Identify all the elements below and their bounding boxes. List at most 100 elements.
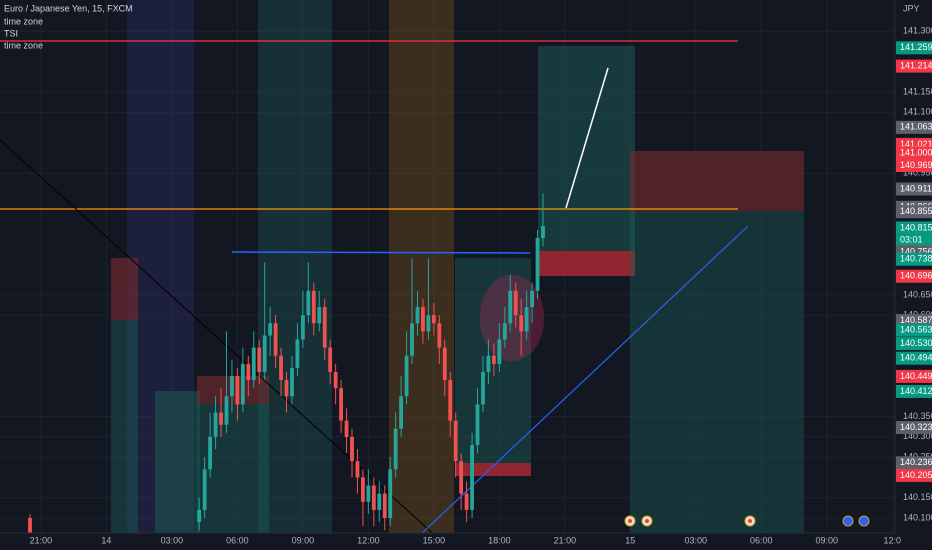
candle-body — [377, 493, 382, 510]
position-target — [111, 320, 138, 533]
time-zone-band — [389, 0, 454, 533]
price-badge-label: 140.696 — [900, 271, 932, 281]
candle-body — [491, 355, 496, 364]
x-tick-label: 06:00 — [226, 535, 249, 545]
candle-body — [350, 436, 354, 462]
x-tick-label: 12:00 — [357, 535, 380, 545]
position-stop — [455, 463, 531, 476]
price-badge-label: 141.021 — [900, 139, 932, 149]
position-target — [538, 46, 635, 251]
trend-line — [0, 139, 441, 541]
candle-body — [28, 517, 32, 535]
price-badge — [896, 468, 932, 482]
price-badge-label: 141.214 — [900, 60, 932, 70]
candle-body — [197, 509, 202, 523]
price-badge-label: 141.259 — [900, 42, 932, 52]
candle-body — [208, 436, 213, 470]
price-badge — [896, 120, 932, 134]
candle-body — [361, 477, 365, 502]
horizontal-line — [231, 251, 531, 254]
candle-body — [448, 380, 453, 421]
candle-body — [382, 493, 387, 518]
candle-body — [344, 420, 349, 437]
y-tick-label: 140.950 — [903, 168, 932, 178]
price-badge-label: 140.563 — [900, 325, 932, 335]
candle-body — [257, 347, 262, 372]
indicator-label: time zone — [4, 16, 43, 26]
x-tick-label: 09:00 — [292, 535, 315, 545]
price-badge-label: 141.000 — [900, 147, 932, 157]
x-tick-label: 21:00 — [554, 535, 577, 545]
candle-body — [371, 485, 376, 510]
price-badge-label: 140.530 — [900, 338, 932, 348]
price-badge — [896, 323, 932, 337]
event-marker[interactable] — [842, 515, 854, 527]
time-axis — [0, 533, 932, 550]
candle-body — [437, 323, 442, 348]
price-badge — [896, 252, 932, 266]
price-badge — [896, 421, 932, 435]
candle-body — [508, 290, 513, 324]
event-markers — [624, 515, 870, 527]
candle-body — [535, 238, 540, 291]
price-badge-label: 140.815 — [900, 222, 932, 232]
price-badge-label: 140.911 — [900, 183, 932, 193]
price-badge — [896, 146, 932, 160]
candle-body — [421, 307, 425, 332]
event-marker-dot — [748, 519, 752, 523]
candle-body — [295, 339, 300, 368]
candle-body — [290, 367, 294, 397]
price-badge-label: 140.323 — [900, 422, 932, 432]
position-target — [197, 404, 269, 533]
candle-body — [219, 412, 223, 425]
candle-body — [497, 339, 502, 364]
position-target — [155, 391, 200, 533]
event-marker[interactable] — [858, 515, 870, 527]
y-tick-label: 140.350 — [903, 411, 932, 421]
candle-body — [339, 388, 343, 421]
price-badge — [896, 221, 932, 235]
y-tick-label: 140.650 — [903, 289, 932, 299]
currency-label: JPY — [903, 3, 920, 13]
candle-body — [202, 469, 207, 510]
price-badge-label: 140.449 — [900, 371, 932, 381]
countdown-badge — [896, 234, 932, 246]
candle-body — [388, 469, 393, 518]
position-stop — [630, 151, 804, 211]
x-tick-label: 06:00 — [750, 535, 773, 545]
candle-body — [268, 323, 273, 336]
y-tick-label: 140.300 — [903, 431, 932, 441]
candle-body — [333, 371, 338, 389]
candle-body — [251, 347, 256, 381]
price-badge — [896, 41, 932, 55]
y-tick-label: 141.100 — [903, 107, 932, 117]
price-badge-label: 140.205 — [900, 470, 932, 480]
candle-body — [306, 290, 311, 316]
event-marker-dot — [645, 519, 649, 523]
candles — [28, 193, 545, 535]
candle-body — [322, 307, 327, 348]
price-badge — [896, 59, 932, 73]
candle-body — [513, 290, 518, 316]
position-stop — [111, 258, 138, 320]
candle-body — [404, 355, 409, 397]
candle-body — [279, 355, 283, 381]
candle-body — [262, 335, 267, 372]
price-badge — [896, 158, 932, 172]
price-badge-label: 140.587 — [900, 315, 932, 325]
candle-body — [541, 225, 545, 239]
candle-body — [224, 396, 229, 425]
price-badge-label: 140.236 — [900, 457, 932, 467]
candle-body — [470, 444, 474, 510]
candle-body — [399, 396, 404, 429]
x-tick-label: 12:0 — [884, 535, 902, 545]
price-badge — [896, 456, 932, 470]
candle-body — [464, 493, 469, 510]
candle-body — [300, 315, 305, 340]
y-tick-label: 141.150 — [903, 86, 932, 96]
candle-body — [481, 371, 485, 405]
candle-body — [366, 485, 371, 502]
candle-body — [502, 323, 507, 340]
candle-body — [284, 380, 289, 397]
